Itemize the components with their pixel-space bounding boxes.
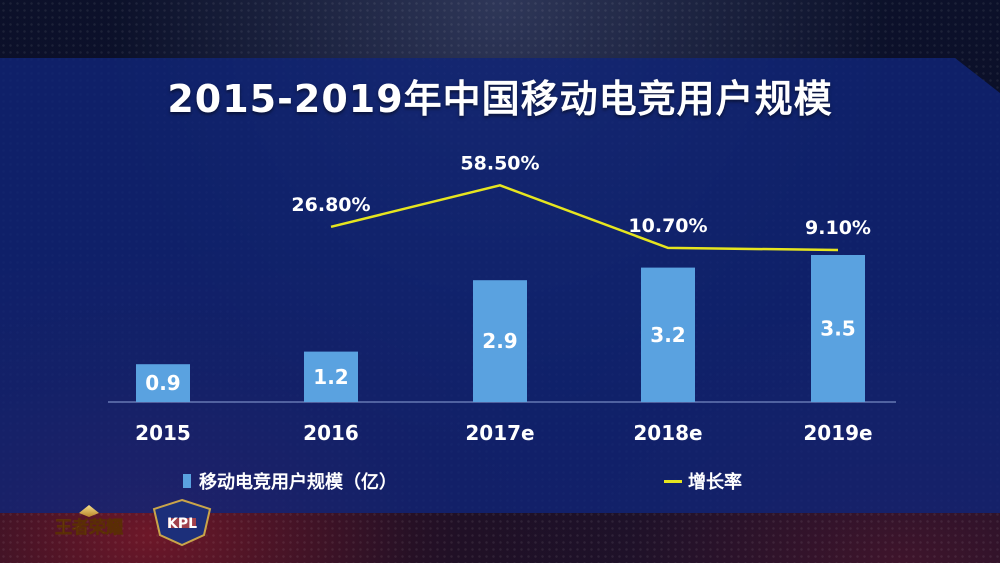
rate-label-2018e: 10.70% (628, 215, 707, 237)
game-logo-text: 王者荣耀 (55, 517, 123, 538)
game-logo: 王者荣耀 (44, 503, 134, 543)
bar-value-label-2015: 0.9 (145, 371, 180, 395)
bar-value-label-2016: 1.2 (313, 365, 348, 389)
legend-line-label: 增长率 (688, 472, 742, 493)
bar-value-label-2018e: 3.2 (650, 323, 685, 347)
game-logo-icon: 王者荣耀 (55, 505, 123, 538)
bar-2015 (136, 364, 190, 402)
x-tick-label-2015: 2015 (135, 421, 191, 445)
bar-value-label-2017e: 2.9 (482, 329, 517, 353)
legend-line-swatch (664, 479, 682, 483)
kpl-logo-icon: KPL (152, 498, 212, 547)
x-tick-label-2019e: 2019e (803, 421, 872, 445)
bar-group (136, 255, 865, 402)
chart-title: 2015-2019年中国移动电竞用户规模 (167, 77, 833, 121)
rate-label-2017e: 58.50% (460, 152, 539, 174)
legend-line-item: 增长率 (664, 470, 742, 493)
kpl-logo: KPL (148, 497, 216, 547)
legend-bar-swatch (183, 474, 191, 488)
growth-rate-line (330, 183, 839, 252)
legend-bar-item: 移动电竞用户规模（亿） (183, 470, 397, 493)
bar-2019e (811, 255, 865, 402)
x-tick-group: 2015 2016 2017e 2018e 2019e (135, 421, 872, 445)
rate-label-2016: 26.80% (291, 194, 370, 216)
bar-label-group: 0.9 1.2 2.9 3.2 3.5 (145, 317, 855, 396)
x-tick-label-2016: 2016 (303, 421, 359, 445)
bar-value-label-2019e: 3.5 (820, 317, 855, 341)
x-tick-label-2017e: 2017e (465, 421, 534, 445)
x-tick-label-2018e: 2018e (633, 421, 702, 445)
bar-2018e (641, 267, 695, 402)
bar-2017e (473, 280, 527, 402)
legend-bar-label: 移动电竞用户规模（亿） (199, 472, 397, 493)
kpl-logo-text: KPL (167, 516, 197, 532)
rate-label-2019e: 9.10% (805, 217, 871, 239)
bar-2016 (304, 351, 358, 402)
growth-rate-label-group: 26.80% 58.50% 10.70% 9.10% (291, 152, 871, 239)
